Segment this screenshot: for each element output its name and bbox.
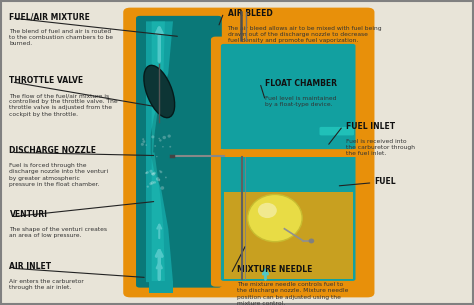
Text: THROTTLE VALVE: THROTTLE VALVE [9,76,83,85]
Text: FUEL INLET: FUEL INLET [346,122,395,131]
Ellipse shape [159,179,160,181]
Ellipse shape [142,138,144,140]
Ellipse shape [156,177,160,181]
Text: FUEL: FUEL [374,177,396,186]
Ellipse shape [169,146,171,148]
Text: The shape of the venturi creates
an area of low pressure.: The shape of the venturi creates an area… [9,227,108,239]
Ellipse shape [145,172,147,174]
Ellipse shape [144,65,174,118]
Ellipse shape [151,172,154,175]
FancyBboxPatch shape [310,120,335,138]
Polygon shape [146,21,173,282]
Text: MIXTURE NEEDLE: MIXTURE NEEDLE [237,265,312,275]
FancyBboxPatch shape [216,149,360,157]
Text: The air bleed allows air to be mixed with fuel being
drawn out of the discharge : The air bleed allows air to be mixed wit… [228,26,382,43]
Ellipse shape [161,186,164,190]
Text: Fuel is received into
the carburetor through
the fuel inlet.: Fuel is received into the carburetor thr… [346,139,415,156]
Ellipse shape [167,135,171,138]
Ellipse shape [162,146,164,148]
Text: VENTURI: VENTURI [9,210,47,220]
Text: The blend of fuel and air is routed
to the combustion chambers to be
burned.: The blend of fuel and air is routed to t… [9,29,113,46]
Ellipse shape [163,136,166,139]
Text: FLOAT CHAMBER: FLOAT CHAMBER [265,79,337,88]
Ellipse shape [146,185,149,188]
Ellipse shape [158,138,160,139]
Ellipse shape [154,145,156,147]
Ellipse shape [146,144,147,146]
Ellipse shape [159,139,162,142]
Ellipse shape [149,170,153,173]
Ellipse shape [151,181,154,185]
Ellipse shape [158,180,160,181]
Ellipse shape [153,172,156,174]
Ellipse shape [154,181,156,184]
FancyBboxPatch shape [123,8,374,297]
FancyBboxPatch shape [319,127,354,135]
Text: DISCHARGE NOZZLE: DISCHARGE NOZZLE [9,146,97,156]
FancyBboxPatch shape [221,44,356,281]
Ellipse shape [152,173,155,176]
Ellipse shape [151,135,155,138]
Ellipse shape [159,170,161,172]
Text: Fuel level is maintained
by a float-type device.: Fuel level is maintained by a float-type… [265,96,337,107]
Ellipse shape [142,140,145,143]
FancyBboxPatch shape [222,45,355,149]
FancyBboxPatch shape [136,16,222,288]
Ellipse shape [165,177,167,178]
Text: AIR BLEED: AIR BLEED [228,9,272,18]
FancyBboxPatch shape [224,192,353,279]
Ellipse shape [141,143,144,146]
Text: AIR INLET: AIR INLET [9,262,52,271]
Polygon shape [152,21,165,282]
Ellipse shape [149,182,152,185]
Ellipse shape [156,156,157,157]
Text: FUEL/AIR MIXTURE: FUEL/AIR MIXTURE [9,12,91,21]
Text: The mixture needle controls fuel to
the discharge nozzle. Mixture needle
positio: The mixture needle controls fuel to the … [237,282,348,305]
Ellipse shape [160,171,163,173]
Ellipse shape [146,171,149,174]
Text: Fuel is forced through the
discharge nozzle into the venturi
by greater atmosphe: Fuel is forced through the discharge noz… [9,163,109,187]
FancyBboxPatch shape [149,281,173,293]
Text: The flow of the fuel/air mixture is
controlled by the throttle valve. The
thrott: The flow of the fuel/air mixture is cont… [9,93,118,117]
Ellipse shape [258,203,277,218]
Ellipse shape [247,195,302,242]
Text: Air enters the carburetor
through the air inlet.: Air enters the carburetor through the ai… [9,279,84,290]
FancyBboxPatch shape [211,37,365,287]
Ellipse shape [309,239,314,243]
